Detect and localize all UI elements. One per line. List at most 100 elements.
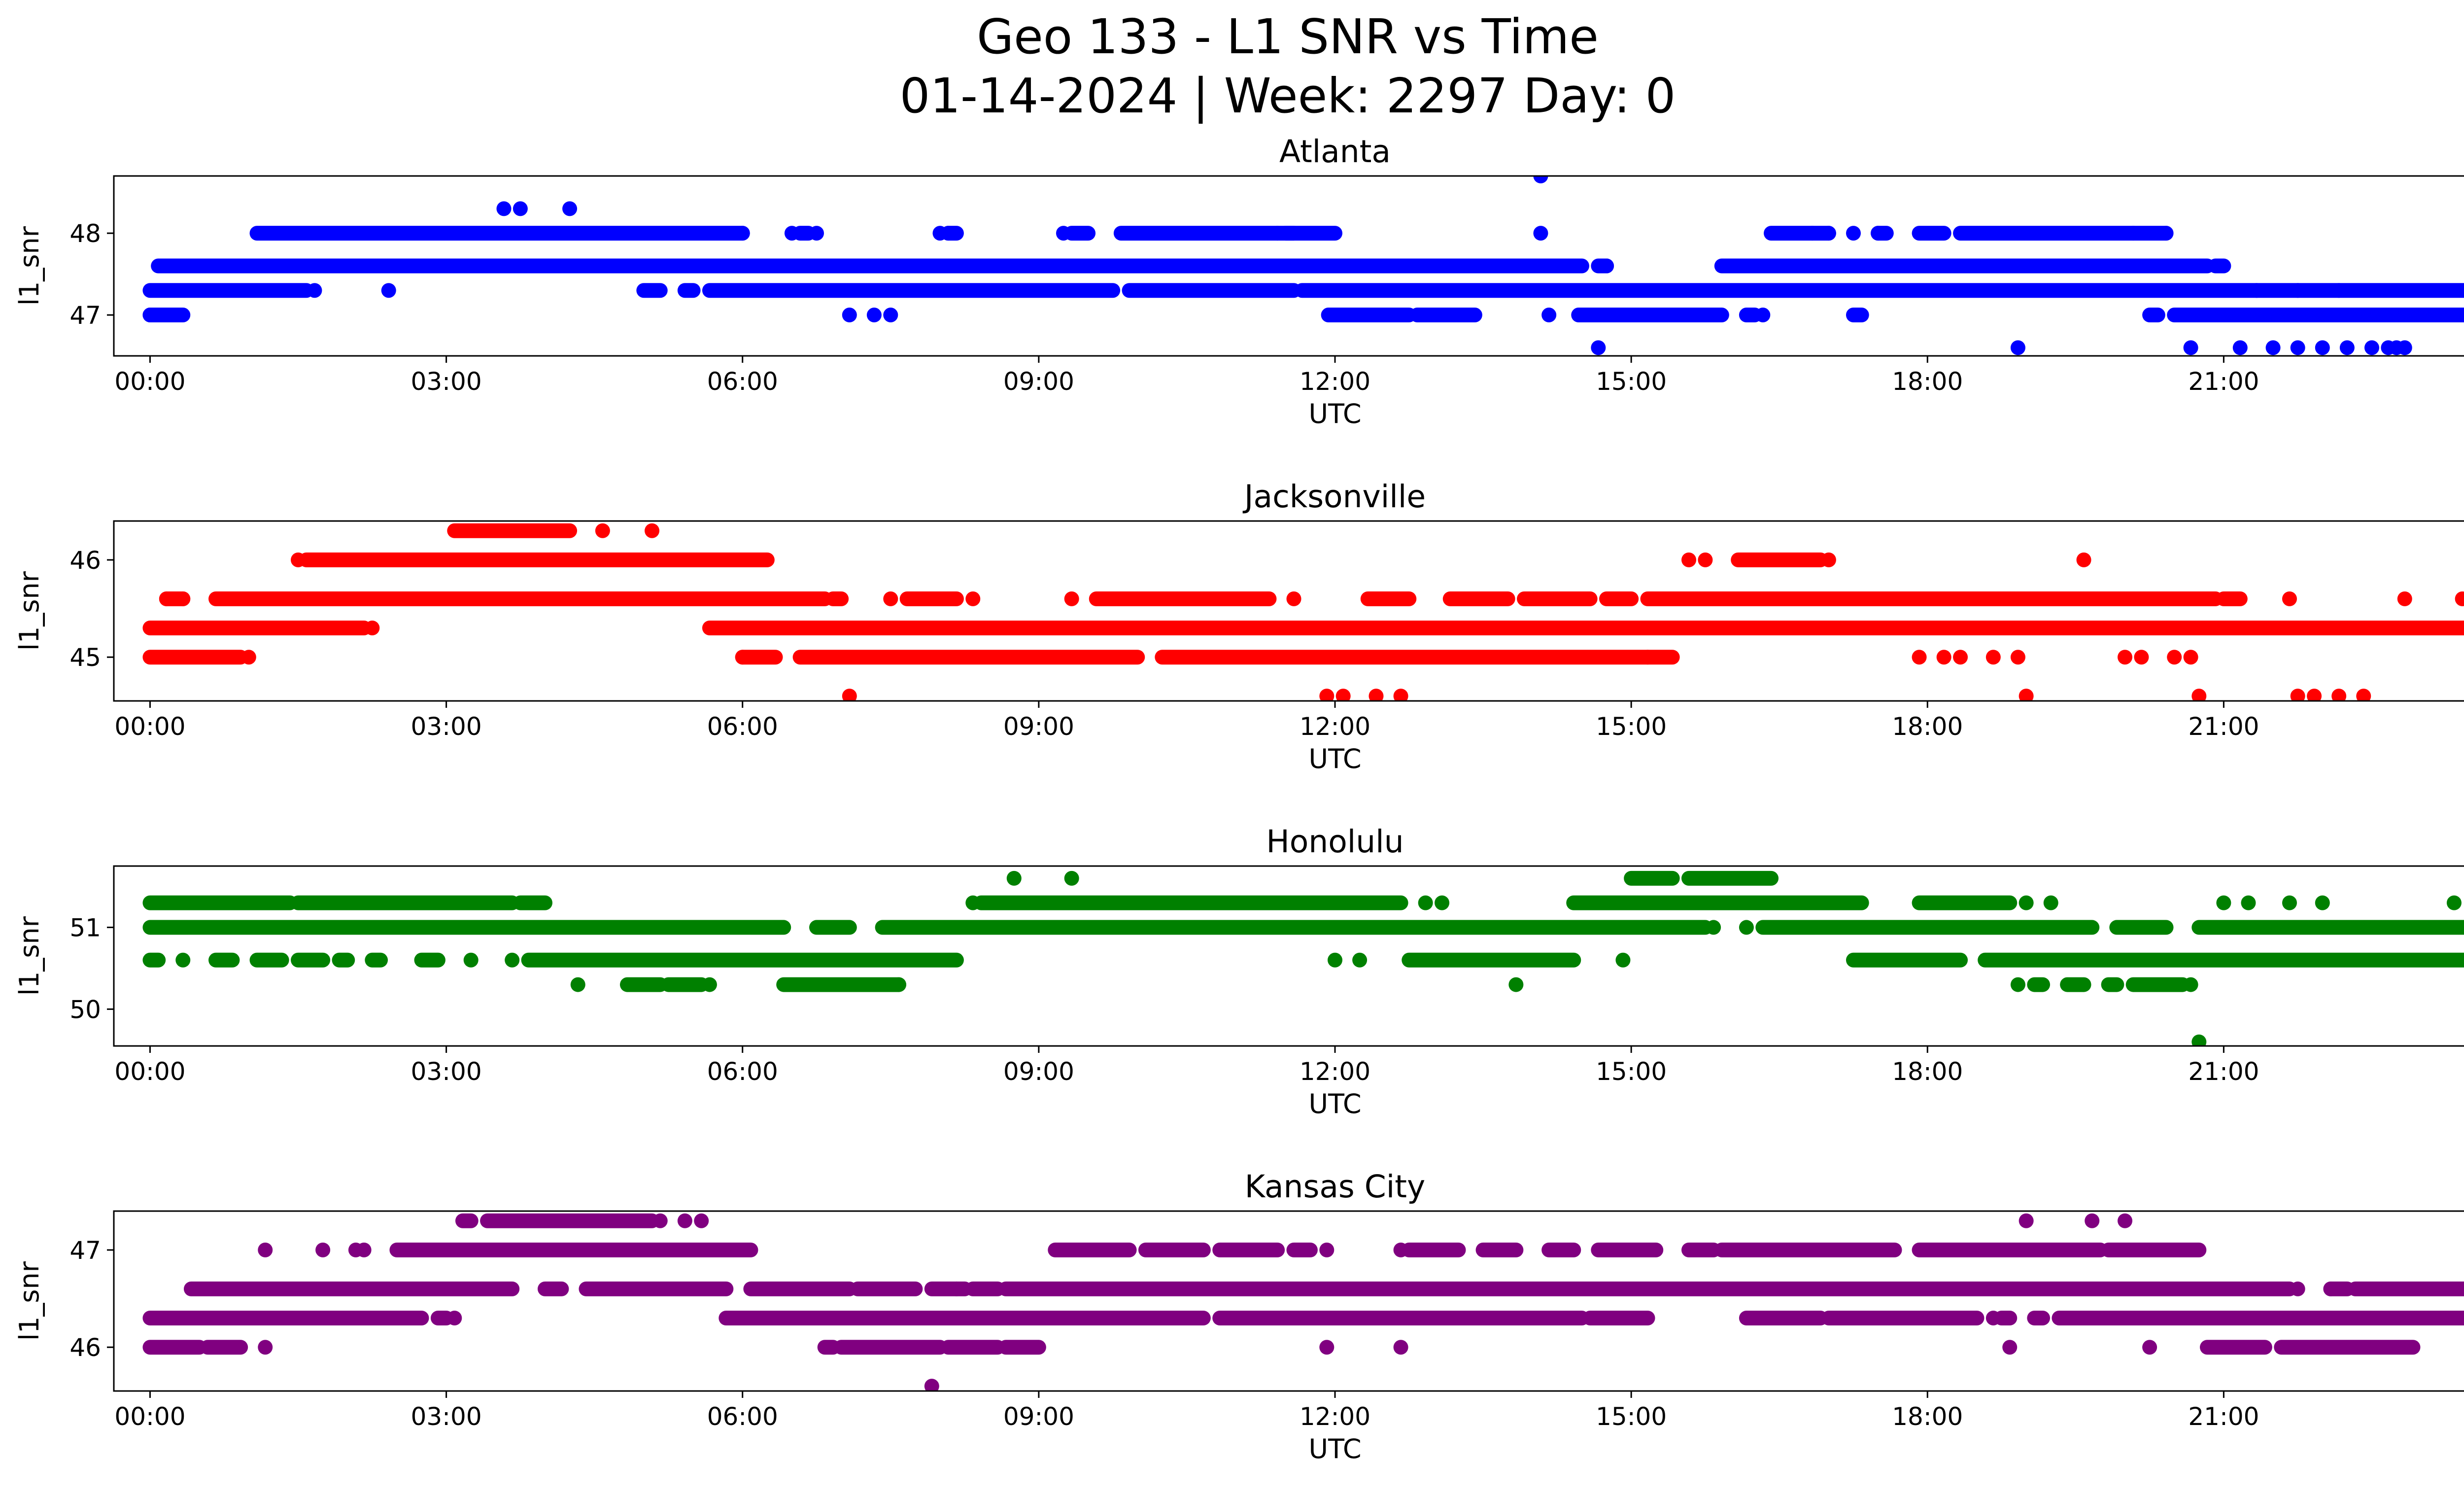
data-point xyxy=(2019,895,2034,910)
x-tick-label: 03:00 xyxy=(411,1057,482,1086)
data-point xyxy=(2019,1213,2034,1228)
data-point xyxy=(883,308,898,323)
data-point xyxy=(2331,283,2347,298)
chart-panel-1: Jacksonville 00:00 03:00 06:00 09:00 12:00 15:… xyxy=(14,479,2464,774)
figure-title: Geo 133 - L1 SNR vs Time 01-14-2024 | We… xyxy=(0,7,2464,126)
x-tick-label: 18:00 xyxy=(1892,712,1963,741)
data-point xyxy=(677,1213,692,1228)
x-axis-label: UTC xyxy=(1308,1433,1361,1464)
chart-panel-3: Kansas City 00:00 03:00 06:00 09:00 12:00 15:0… xyxy=(14,1169,2464,1464)
data-point xyxy=(2183,650,2198,665)
y-axis-label: l1_snr xyxy=(14,226,45,306)
figure-title-line2: 01-14-2024 | Week: 2297 Day: 0 xyxy=(899,68,1676,124)
data-point xyxy=(2191,1034,2207,1046)
data-point xyxy=(2315,895,2330,910)
data-point xyxy=(496,201,512,216)
x-tick-label: 12:00 xyxy=(1300,712,1370,741)
data-point xyxy=(1541,308,1557,323)
panel-title: Kansas City xyxy=(1245,1169,1426,1205)
data-point xyxy=(866,308,882,323)
data-point xyxy=(1681,552,1697,567)
y-axis-label: l1_snr xyxy=(14,916,45,996)
data-point xyxy=(1418,895,1433,910)
x-tick-label: 21:00 xyxy=(2188,712,2259,741)
data-point xyxy=(949,1281,964,1296)
y-tick-label: 46 xyxy=(69,1333,101,1362)
data-point xyxy=(1871,226,1886,241)
data-point xyxy=(175,952,191,968)
data-point xyxy=(1319,1242,1335,1257)
data-point xyxy=(2010,340,2025,355)
data-point xyxy=(891,977,906,992)
data-point xyxy=(1739,920,1754,935)
data-point xyxy=(1755,308,1771,323)
data-point xyxy=(1591,340,1606,355)
data-point xyxy=(1533,176,1548,183)
axes-frame xyxy=(113,1210,2464,1392)
x-tick-label: 03:00 xyxy=(411,712,482,741)
data-point xyxy=(2290,340,2305,355)
x-tick-label: 15:00 xyxy=(1596,367,1667,396)
data-point xyxy=(2241,895,2256,910)
data-point xyxy=(381,283,396,298)
y-tick-label: 45 xyxy=(69,643,101,672)
data-point xyxy=(241,650,256,665)
data-point xyxy=(2381,340,2396,355)
data-point xyxy=(2010,977,2025,992)
data-point xyxy=(2315,340,2330,355)
chart-panel-0: Atlanta 00:00 03:00 06:00 09:00 12:00 15:00 18:… xyxy=(14,134,2464,429)
data-point xyxy=(2397,340,2412,355)
data-point xyxy=(1985,1311,2001,1326)
data-point xyxy=(1599,258,1614,274)
x-tick-label: 15:00 xyxy=(1596,712,1667,741)
data-point xyxy=(2290,1281,2305,1296)
data-point xyxy=(1352,952,1368,968)
data-point xyxy=(315,1242,331,1257)
data-point xyxy=(2232,340,2248,355)
data-point xyxy=(2085,1213,2100,1228)
data-point xyxy=(2167,650,2182,665)
chart-panel-2: Honolulu 00:00 03:00 06:00 09:00 12:00 15:00 18… xyxy=(14,824,2464,1119)
data-point xyxy=(2331,689,2347,701)
data-point xyxy=(1698,552,1713,567)
data-point xyxy=(447,1311,462,1326)
axes-frame xyxy=(113,520,2464,702)
data-point xyxy=(1393,1242,1408,1257)
y-tick-label: 47 xyxy=(69,1236,101,1265)
x-tick-label: 09:00 xyxy=(1003,367,1074,396)
data-point xyxy=(1056,226,1071,241)
data-point xyxy=(1064,870,1079,886)
data-point xyxy=(2364,340,2379,355)
data-point xyxy=(702,977,717,992)
data-point xyxy=(1369,689,1384,701)
data-point xyxy=(1953,650,1968,665)
data-marks xyxy=(142,523,2464,701)
data-point xyxy=(2191,689,2207,701)
data-point xyxy=(2282,895,2297,910)
x-axis-label: UTC xyxy=(1308,398,1361,429)
x-tick-label: 15:00 xyxy=(1596,1057,1667,1086)
data-point xyxy=(2455,591,2464,606)
data-point xyxy=(1846,226,1861,241)
x-tick-label: 06:00 xyxy=(707,712,778,741)
data-point xyxy=(2043,895,2058,910)
panel-title: Atlanta xyxy=(1279,134,1391,170)
data-point xyxy=(1286,591,1301,606)
data-point xyxy=(2142,1340,2157,1355)
data-marks xyxy=(142,1213,2464,1391)
data-point xyxy=(2290,283,2305,298)
data-point xyxy=(1393,689,1408,701)
x-tick-label: 21:00 xyxy=(2188,1057,2259,1086)
data-point xyxy=(2125,226,2141,241)
data-point xyxy=(570,977,585,992)
x-tick-label: 00:00 xyxy=(114,1402,185,1431)
data-point xyxy=(924,1379,939,1391)
data-point xyxy=(1319,689,1335,701)
data-point xyxy=(842,689,857,701)
x-tick-label: 06:00 xyxy=(707,1057,778,1086)
data-point xyxy=(1270,226,1285,241)
data-point xyxy=(159,591,174,606)
data-point xyxy=(1985,650,2001,665)
data-point xyxy=(1821,226,1836,241)
